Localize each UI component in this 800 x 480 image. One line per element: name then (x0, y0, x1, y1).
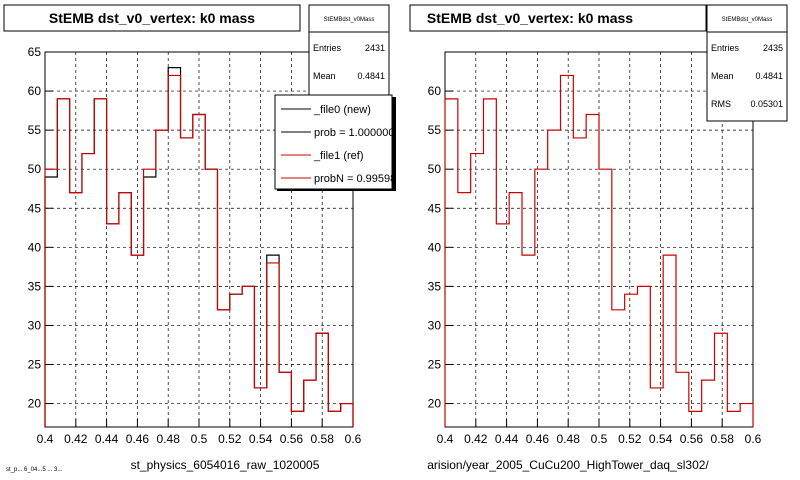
right-chart-xtick-label: 0.5 (591, 432, 608, 446)
right-mean-label: Mean (711, 71, 734, 81)
left-chart-xtick-label: 0.46 (126, 432, 150, 446)
left-chart-xtick-label: 0.48 (157, 432, 181, 446)
left-title: StEMB dst_v0_vertex: k0 mass (49, 10, 255, 26)
right-xlabel: arision/year_2005_CuCu200_HighTower_daq_… (427, 458, 709, 472)
right-stats-frame (706, 4, 788, 122)
right-stats-title: StEMBdst_v0Mass (722, 17, 773, 23)
right-title-box (409, 4, 707, 32)
left-title-box (3, 4, 301, 32)
right-plot-area: 0.4 0.42 0.44 0.46 0.48 0.5 0.52 0.54 0.56 0.58 0.… (428, 51, 762, 446)
right-chart-xtick-label: 0.44 (495, 432, 519, 446)
right-chart-xtick-label: 0.46 (526, 432, 550, 446)
left-stats-box: StEMBdst_v0Mass Entries 2431 Mean 0.4841 (308, 4, 390, 98)
right-chart-ytick-label: 35 (428, 279, 442, 293)
right-stats-box: StEMBdst_v0Mass Entries 2435 Mean 0.4841… (706, 4, 788, 122)
left-chart-ytick-label: 60 (28, 84, 42, 98)
right-rms-value: 0.05301 (750, 99, 783, 109)
footer-note: st_p... 6_04...5 ... 3... (6, 467, 63, 473)
right-chart-xtick-label: 0.52 (618, 432, 642, 446)
left-chart-series-1 (44, 74, 354, 427)
right-chart-xtick-label: 0.48 (557, 432, 581, 446)
left-chart-ytick-label: 65 (28, 45, 42, 59)
right-chart-ytick-label: 40 (428, 240, 442, 254)
left-chart-xtick-label: 0.54 (249, 432, 273, 446)
right-chart-ytick-label: 55 (428, 123, 442, 137)
legend-label-file1: _file1 (ref) (313, 150, 364, 162)
left-chart-xtick-label: 0.4 (37, 432, 54, 446)
right-chart-xtick-label: 0.58 (711, 432, 735, 446)
right-chart-ytick-label: 60 (428, 84, 442, 98)
right-panel: StEMB dst_v0_vertex: k0 mass 0.4 0.42 0.44… (409, 4, 788, 472)
left-chart-ytick-label: 25 (28, 358, 42, 372)
right-chart-xtick-label: 0.56 (680, 432, 704, 446)
right-rms-label: RMS (711, 99, 731, 109)
left-chart-xtick-label: 0.56 (280, 432, 304, 446)
left-chart-xtick-label: 0.42 (64, 432, 88, 446)
right-mean-value: 0.4841 (755, 71, 783, 81)
legend-frame (274, 94, 393, 190)
left-mean-value: 0.4841 (357, 71, 385, 81)
right-chart-ytick-label: 20 (428, 397, 442, 411)
left-chart-xtick-label: 0.6 (345, 432, 362, 446)
legend-label-prob: prob = 1.000000 (314, 127, 394, 139)
right-chart-ytick-label: 45 (428, 201, 442, 215)
left-chart-xtick-label: 0.52 (218, 432, 242, 446)
left-panel: StEMB dst_v0_vertex: k0 mass 0.4 0.42 0.44… (3, 4, 396, 473)
right-chart-xtick-label: 0.4 (437, 432, 454, 446)
right-chart-series-0 (444, 74, 754, 427)
left-chart-ytick-label: 20 (28, 397, 42, 411)
left-chart-xtick-label: 0.44 (95, 432, 119, 446)
left-chart-ytick-label: 55 (28, 123, 42, 137)
left-chart-ytick-label: 30 (28, 318, 42, 332)
right-chart-ytick-label: 30 (428, 318, 442, 332)
right-entries-value: 2435 (763, 43, 783, 53)
right-entries-label: Entries (711, 43, 740, 53)
right-chart-xtick-label: 0.42 (464, 432, 488, 446)
left-mean-label: Mean (313, 71, 336, 81)
right-chart-ytick-label: 25 (428, 358, 442, 372)
left-chart-xtick-label: 0.5 (191, 432, 208, 446)
left-stats-title: StEMBdst_v0Mass (324, 17, 375, 23)
left-chart-xtick-label: 0.58 (311, 432, 335, 446)
left-xlabel: st_physics_6054016_raw_1020005 (131, 458, 320, 472)
left-chart-ytick-label: 40 (28, 240, 42, 254)
right-title: StEMB dst_v0_vertex: k0 mass (427, 10, 633, 26)
right-chart-xtick-label: 0.54 (649, 432, 673, 446)
left-entries-value: 2431 (365, 43, 385, 53)
left-chart-ytick-label: 35 (28, 279, 42, 293)
legend-label-probn: probN = 0.99598 (314, 173, 396, 185)
right-chart-xtick-label: 0.6 (745, 432, 762, 446)
left-entries-label: Entries (313, 43, 342, 53)
left-chart-ytick-label: 50 (28, 162, 42, 176)
left-chart-ytick-label: 45 (28, 201, 42, 215)
legend-label-file0: _file0 (new) (313, 104, 371, 116)
legend: _file0 (new) prob = 1.000000 _file1 (ref… (274, 94, 396, 191)
left-stats-frame (308, 4, 390, 98)
right-chart-ytick-label: 50 (428, 162, 442, 176)
